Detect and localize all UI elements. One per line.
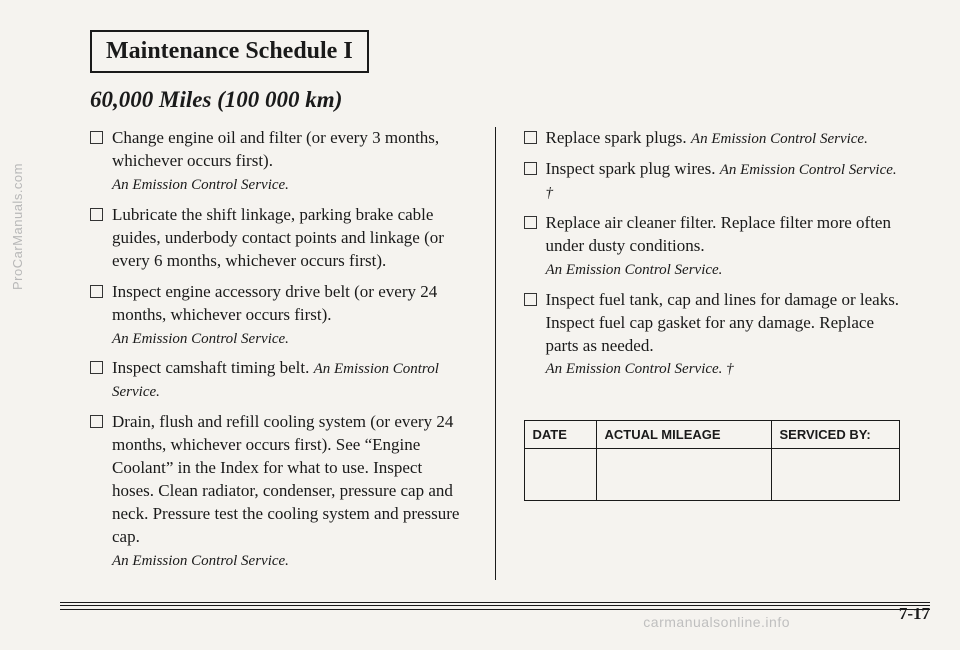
checkbox-icon — [90, 208, 103, 221]
columns: Change engine oil and filter (or every 3… — [90, 127, 900, 580]
table-cell — [771, 449, 900, 501]
item-main: Drain, flush and refill cooling system (… — [112, 412, 459, 546]
table-header-date: DATE — [524, 421, 596, 449]
item-text: Inspect fuel tank, cap and lines for dam… — [546, 289, 901, 381]
checkbox-icon — [90, 285, 103, 298]
checkbox-icon — [524, 162, 537, 175]
item-text: Drain, flush and refill cooling system (… — [112, 411, 467, 572]
emission-note: An Emission Control Service. — [112, 177, 289, 193]
item-text: Replace air cleaner filter. Replace filt… — [546, 212, 901, 281]
item-main: Replace spark plugs. — [546, 128, 687, 147]
item-text: Inspect engine accessory drive belt (or … — [112, 281, 467, 350]
footer-rule — [60, 602, 930, 608]
table-header-row: DATE ACTUAL MILEAGE SERVICED BY: — [524, 421, 900, 449]
emission-note: An Emission Control Service. † — [546, 361, 734, 377]
item-main: Inspect camshaft timing belt. — [112, 358, 309, 377]
emission-note: An Emission Control Service. — [112, 553, 289, 569]
item-text: Inspect camshaft timing belt. An Emissio… — [112, 357, 467, 403]
checklist-item: Lubricate the shift linkage, parking bra… — [90, 204, 467, 273]
item-main: Lubricate the shift linkage, parking bra… — [112, 205, 444, 270]
item-main: Inspect engine accessory drive belt (or … — [112, 282, 437, 324]
table-row — [524, 449, 900, 501]
checklist-item: Inspect camshaft timing belt. An Emissio… — [90, 357, 467, 403]
checkbox-icon — [524, 216, 537, 229]
item-text: Inspect spark plug wires. An Emission Co… — [546, 158, 901, 204]
checklist-item: Inspect engine accessory drive belt (or … — [90, 281, 467, 350]
item-text: Change engine oil and filter (or every 3… — [112, 127, 467, 196]
side-watermark: ProCarManuals.com — [10, 163, 25, 290]
right-column: Replace spark plugs. An Emission Control… — [496, 127, 901, 580]
emission-note: An Emission Control Service. — [112, 331, 289, 347]
title-box: Maintenance Schedule I — [90, 30, 369, 73]
checklist-item: Replace spark plugs. An Emission Control… — [524, 127, 901, 150]
item-main: Change engine oil and filter (or every 3… — [112, 128, 439, 170]
checkbox-icon — [90, 131, 103, 144]
service-record-table: DATE ACTUAL MILEAGE SERVICED BY: — [524, 420, 901, 501]
page-container: ProCarManuals.com Maintenance Schedule I… — [0, 0, 960, 600]
item-main: Replace air cleaner filter. Replace filt… — [546, 213, 891, 255]
table-cell — [524, 449, 596, 501]
left-column: Change engine oil and filter (or every 3… — [90, 127, 496, 580]
item-main: Inspect spark plug wires. — [546, 159, 716, 178]
bottom-watermark: carmanualsonline.info — [643, 614, 790, 630]
item-text: Lubricate the shift linkage, parking bra… — [112, 204, 467, 273]
checkbox-icon — [524, 293, 537, 306]
table-cell — [596, 449, 771, 501]
emission-note: An Emission Control Service. — [691, 131, 868, 147]
table-header-serviced: SERVICED BY: — [771, 421, 900, 449]
checkbox-icon — [90, 361, 103, 374]
checklist-item: Inspect fuel tank, cap and lines for dam… — [524, 289, 901, 381]
checkbox-icon — [90, 415, 103, 428]
item-main: Inspect fuel tank, cap and lines for dam… — [546, 290, 900, 355]
checklist-item: Inspect spark plug wires. An Emission Co… — [524, 158, 901, 204]
emission-note: An Emission Control Service. — [546, 262, 723, 278]
table-header-mileage: ACTUAL MILEAGE — [596, 421, 771, 449]
checklist-item: Replace air cleaner filter. Replace filt… — [524, 212, 901, 281]
checkbox-icon — [524, 131, 537, 144]
title-text: Maintenance Schedule I — [106, 38, 353, 64]
page-number: 7-17 — [899, 604, 930, 624]
item-text: Replace spark plugs. An Emission Control… — [546, 127, 901, 150]
checklist-item: Change engine oil and filter (or every 3… — [90, 127, 467, 196]
mileage-heading: 60,000 Miles (100 000 km) — [90, 87, 900, 113]
checklist-item: Drain, flush and refill cooling system (… — [90, 411, 467, 572]
